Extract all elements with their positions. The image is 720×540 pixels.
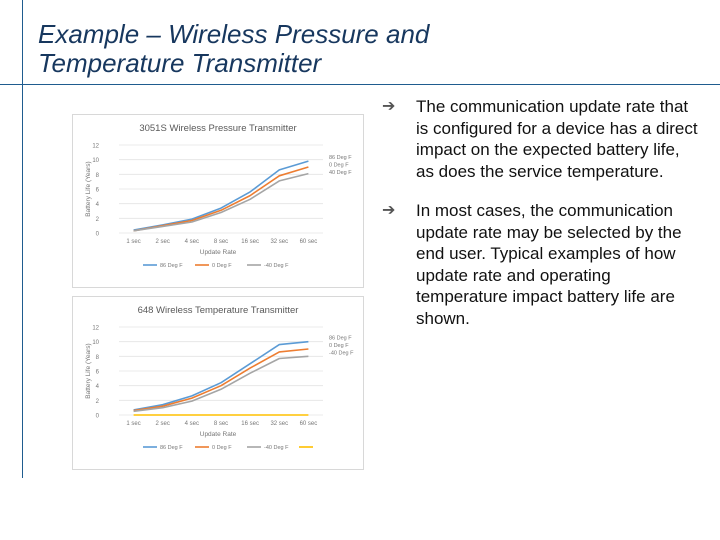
- x-axis-label: Update Rate: [200, 249, 237, 256]
- x-tick-label: 4 sec: [185, 421, 199, 427]
- x-tick-label: 1 sec: [126, 239, 140, 245]
- y-tick-label: 6: [96, 370, 100, 376]
- slide-title-line-2: Temperature Transmitter: [38, 48, 322, 78]
- y-tick-label: 0: [96, 232, 100, 238]
- legend-label: 86 Deg F: [160, 445, 183, 451]
- x-tick-label: 8 sec: [214, 239, 228, 245]
- chart-title: 3051S Wireless Pressure Transmitter: [139, 123, 296, 134]
- series-end-label: 0 Deg F: [329, 343, 349, 349]
- chart-title: 648 Wireless Temperature Transmitter: [138, 305, 299, 316]
- y-axis-label: Battery Life (Years): [85, 161, 92, 216]
- y-tick-label: 4: [96, 384, 100, 390]
- series-end-label: 86 Deg F: [329, 155, 352, 161]
- arrow-bullet-icon: ➔: [382, 202, 396, 219]
- bullet-item: ➔ In most cases, the communication updat…: [382, 200, 702, 329]
- x-tick-label: 4 sec: [185, 239, 199, 245]
- x-tick-label: 2 sec: [156, 239, 170, 245]
- x-tick-label: 60 sec: [300, 239, 318, 245]
- slide-title: Example – Wireless Pressure and Temperat…: [38, 20, 429, 78]
- y-tick-label: 6: [96, 188, 100, 194]
- series-line: [133, 348, 309, 412]
- x-axis-label: Update Rate: [200, 431, 237, 438]
- chart-2-svg: 648 Wireless Temperature Transmitter 0 2 4 6…: [85, 305, 354, 451]
- series-line: [133, 160, 309, 231]
- x-tick-label: 2 sec: [156, 421, 170, 427]
- slide-title-line-1: Example – Wireless Pressure and: [38, 19, 430, 49]
- x-tick-label: 8 sec: [214, 421, 228, 427]
- x-tick-label: 16 sec: [241, 239, 259, 245]
- x-tick-label: 1 sec: [126, 421, 140, 427]
- series-end-label: -40 Deg F: [329, 351, 354, 357]
- series-end-label: 86 Deg F: [329, 336, 352, 342]
- series-line: [133, 166, 309, 232]
- chart-pressure-transmitter: 3051S Wireless Pressure Transmitter 0 2 4 6 8…: [72, 114, 364, 288]
- y-tick-label: 8: [96, 173, 100, 179]
- series-line: [133, 340, 309, 411]
- legend-label: -40 Deg F: [264, 445, 289, 451]
- y-tick-label: 12: [92, 144, 99, 150]
- y-tick-label: 10: [92, 340, 99, 346]
- chart-temperature-transmitter: 648 Wireless Temperature Transmitter 0 2 4 6…: [72, 296, 364, 470]
- series-line: [133, 355, 309, 413]
- bullet-text: The communication update rate that is co…: [416, 97, 698, 181]
- legend-label: 0 Deg F: [212, 445, 232, 451]
- title-underline: [0, 84, 720, 85]
- x-tick-label: 32 sec: [270, 421, 288, 427]
- series-end-label: 40 Deg F: [329, 170, 352, 176]
- series-end-label: 0 Deg F: [329, 163, 349, 169]
- legend-label: -40 Deg F: [264, 263, 289, 269]
- left-accent-line: [22, 0, 23, 478]
- series-line: [133, 172, 309, 232]
- arrow-bullet-icon: ➔: [382, 98, 396, 115]
- y-axis-label: Battery Life (Years): [85, 343, 92, 398]
- x-tick-label: 16 sec: [241, 421, 259, 427]
- chart-1-svg: 3051S Wireless Pressure Transmitter 0 2 4 6 8…: [85, 123, 352, 269]
- y-tick-label: 2: [96, 399, 100, 405]
- y-tick-label: 12: [92, 326, 99, 332]
- y-tick-label: 10: [92, 158, 99, 164]
- y-tick-label: 4: [96, 202, 100, 208]
- bullet-list: ➔ The communication update rate that is …: [382, 96, 702, 347]
- y-tick-label: 2: [96, 217, 100, 223]
- legend-label: 86 Deg F: [160, 263, 183, 269]
- bullet-item: ➔ The communication update rate that is …: [382, 96, 702, 182]
- y-tick-label: 0: [96, 414, 100, 420]
- x-tick-label: 60 sec: [300, 421, 318, 427]
- bullet-text: In most cases, the communication update …: [416, 201, 682, 328]
- y-tick-label: 8: [96, 355, 100, 361]
- x-tick-label: 32 sec: [270, 239, 288, 245]
- legend-label: 0 Deg F: [212, 263, 232, 269]
